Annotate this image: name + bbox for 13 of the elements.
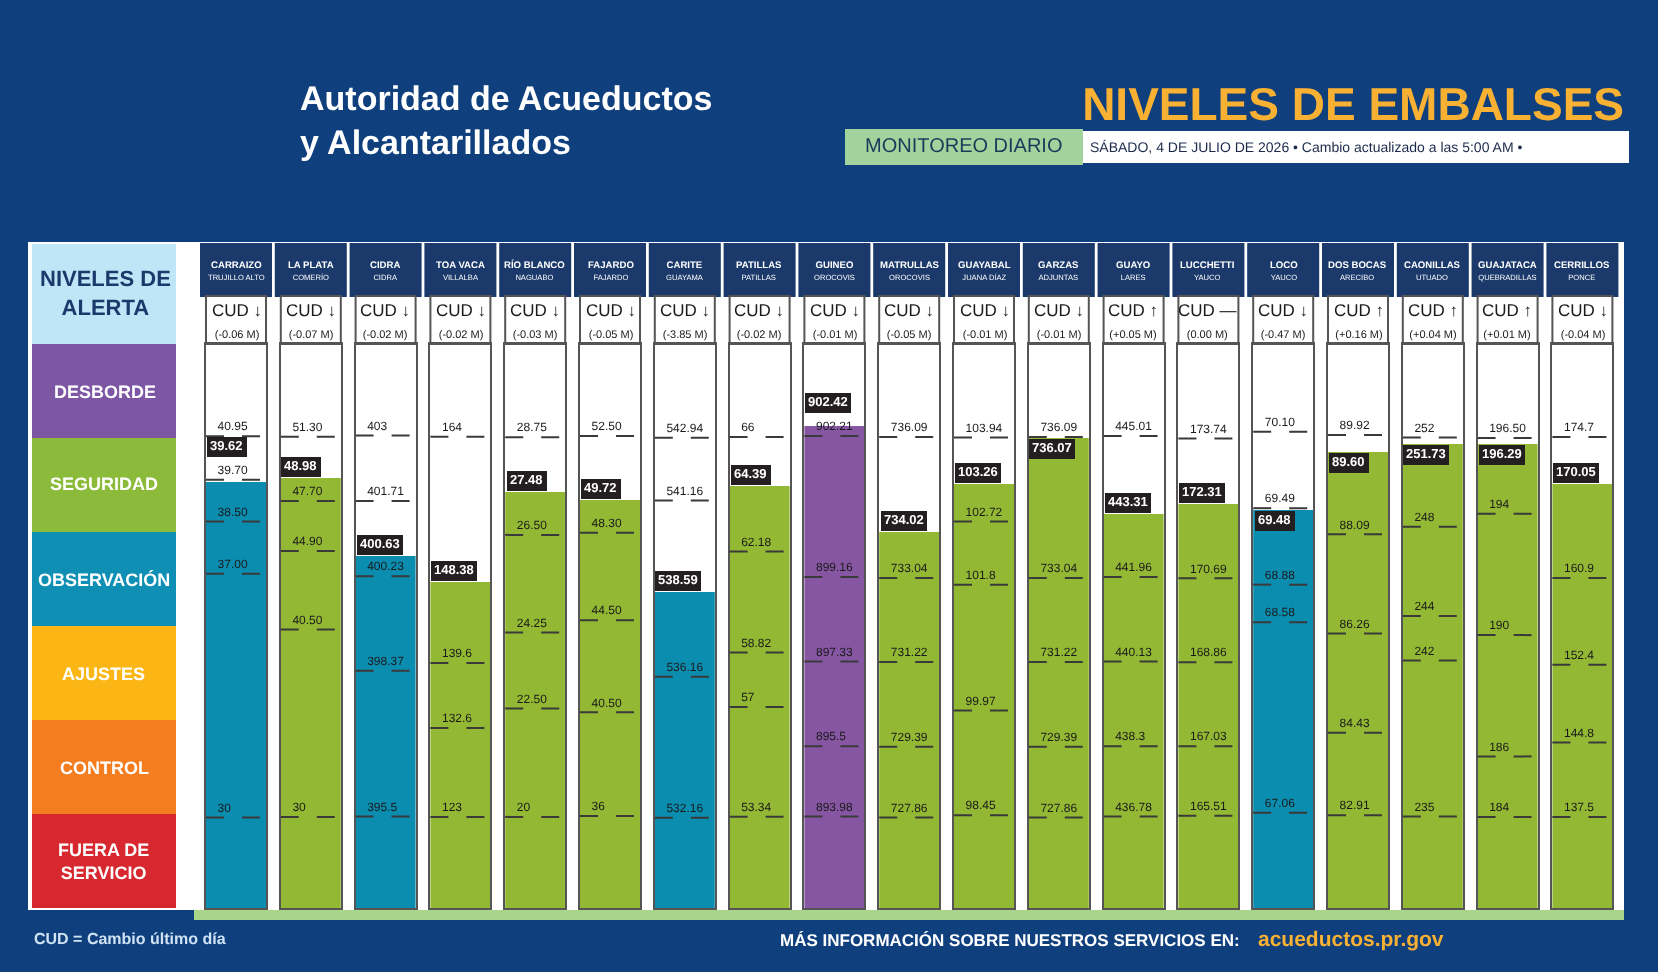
text: AJUSTES bbox=[62, 664, 146, 684]
text: MÁS INFORMACIÓN SOBRE NUESTROS SERVICIOS EN: bbox=[780, 930, 1241, 950]
text: MONITOREO DIARIO bbox=[865, 136, 1063, 158]
text: Autoridad de Acueductos y Alcantarillados bbox=[300, 80, 713, 163]
text: OBSERVACIÓN bbox=[38, 570, 171, 590]
text: NIVELES DE EMBALSES bbox=[1082, 78, 1624, 131]
text: CONTROL bbox=[60, 758, 150, 778]
text: DESBORDE bbox=[54, 382, 157, 402]
text: SEGURIDAD bbox=[50, 474, 160, 494]
text: FUERA DE SERVICIO bbox=[58, 840, 150, 884]
text: acueductos.pr.gov bbox=[1258, 928, 1444, 952]
text: CUD = Cambio último día bbox=[34, 930, 227, 948]
text: NIVELES DE ALERTA bbox=[40, 268, 171, 321]
